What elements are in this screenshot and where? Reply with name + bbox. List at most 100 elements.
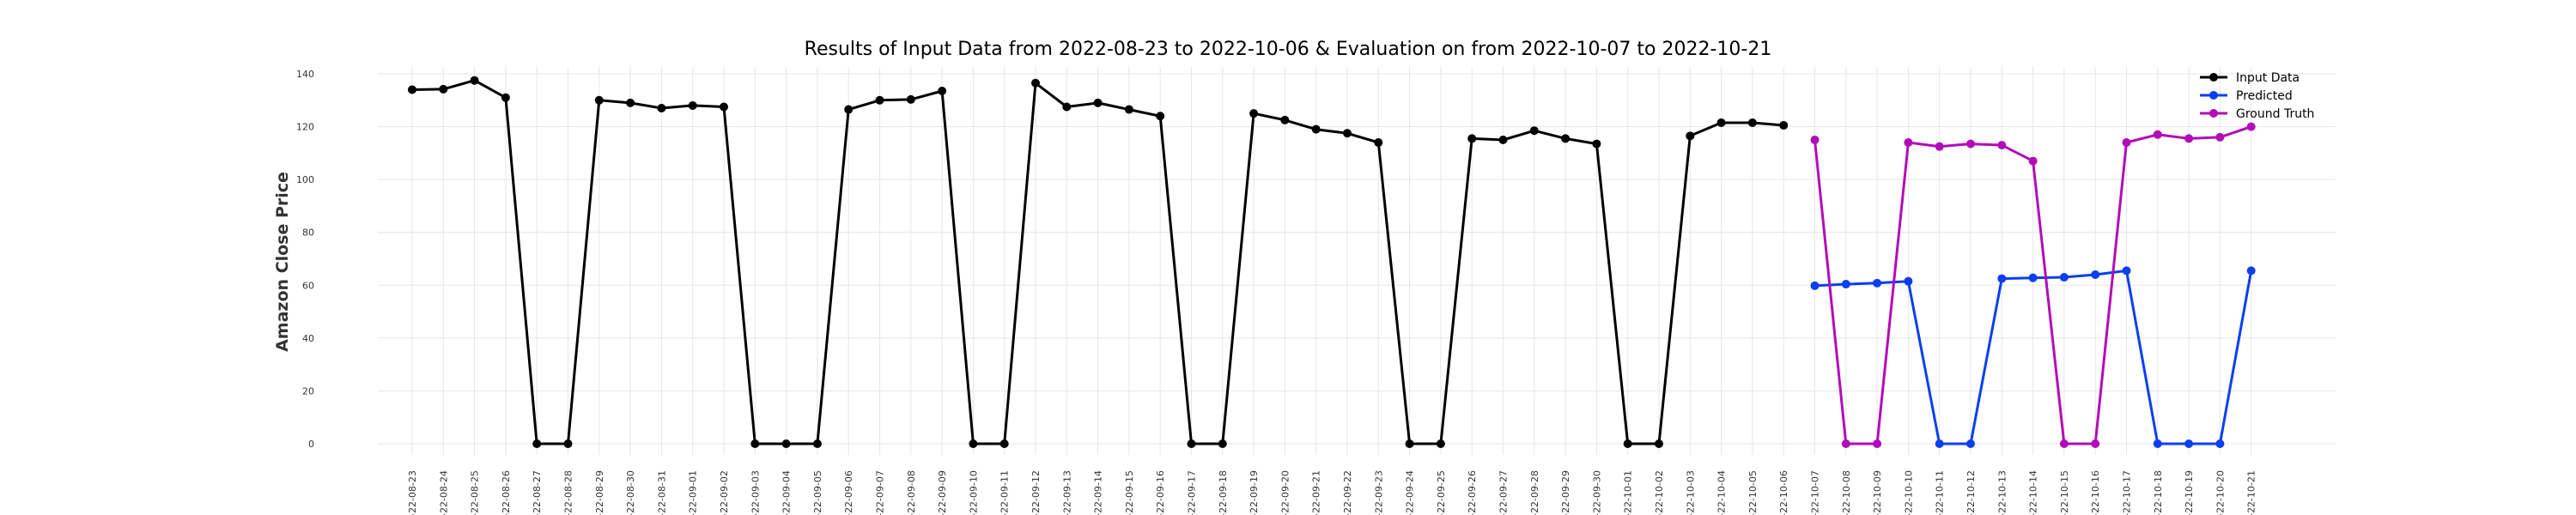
data-point xyxy=(1436,439,1445,448)
x-tick-label: -22-09-06 xyxy=(843,470,854,515)
series-1 xyxy=(1810,266,2256,448)
x-tick-label: -22-10-18 xyxy=(2153,470,2164,515)
data-point xyxy=(1935,142,1944,151)
x-tick-label: -22-09-01 xyxy=(688,470,699,515)
y-tick-label: 120 xyxy=(296,122,314,133)
x-tick-label: -22-10-20 xyxy=(2215,470,2226,515)
x-tick-label: -22-10-12 xyxy=(1965,470,1977,515)
grid-lines xyxy=(378,67,2336,455)
data-point xyxy=(1561,134,1571,143)
legend-swatch-marker xyxy=(2209,73,2218,82)
data-point xyxy=(1841,280,1850,289)
x-tick-label: -22-09-28 xyxy=(1529,470,1540,515)
data-point xyxy=(1156,112,1165,121)
data-point xyxy=(501,93,510,102)
series-2 xyxy=(1810,122,2256,448)
data-point xyxy=(1311,124,1321,134)
data-point xyxy=(1935,439,1944,448)
x-tick-label: -22-09-13 xyxy=(1061,470,1072,515)
data-point xyxy=(1249,109,1259,118)
data-point xyxy=(594,95,604,105)
x-tick-label: -22-09-20 xyxy=(1279,470,1291,515)
data-point xyxy=(720,102,728,112)
x-tick-label: -22-09-27 xyxy=(1498,470,1510,515)
data-point xyxy=(439,84,448,94)
data-point xyxy=(1218,439,1227,448)
data-point xyxy=(1747,118,1757,127)
data-point xyxy=(750,439,760,448)
data-point xyxy=(2153,130,2162,139)
data-point xyxy=(470,76,479,85)
data-point xyxy=(1966,139,1975,148)
data-point xyxy=(2184,439,2194,448)
data-point xyxy=(999,439,1009,448)
data-point xyxy=(657,104,666,113)
x-tick-label: -22-08-31 xyxy=(656,470,667,515)
y-axis-label: Amazon Close Price xyxy=(273,172,292,352)
data-point xyxy=(2246,266,2256,276)
data-point xyxy=(1779,121,1789,130)
data-point xyxy=(1904,138,1913,148)
x-tick-label: -22-09-15 xyxy=(1124,470,1135,515)
data-point xyxy=(1997,274,2007,283)
data-point xyxy=(969,439,978,448)
data-point xyxy=(1623,439,1632,448)
x-tick-label: -22-09-11 xyxy=(999,470,1011,515)
y-tick-label: 60 xyxy=(302,280,314,291)
data-point xyxy=(2215,439,2225,448)
data-point xyxy=(1841,439,1850,448)
x-tick-label: -22-09-26 xyxy=(1467,470,1478,515)
y-tick-label: 140 xyxy=(296,69,314,80)
x-tick-label: -22-09-30 xyxy=(1591,470,1602,515)
data-point xyxy=(1343,129,1352,138)
data-point xyxy=(2091,439,2100,448)
x-tick-label: -22-09-21 xyxy=(1311,470,1322,515)
data-point xyxy=(563,439,573,448)
data-point xyxy=(408,85,416,94)
chart-title: Results of Input Data from 2022-08-23 to… xyxy=(805,39,1772,60)
y-tick-label: 40 xyxy=(302,333,314,344)
x-tick-label: -22-08-28 xyxy=(563,470,574,515)
data-point xyxy=(2184,134,2194,143)
data-point xyxy=(1873,278,1882,288)
data-point xyxy=(2091,270,2100,279)
data-point xyxy=(1592,139,1601,148)
x-tick-label: -22-08-25 xyxy=(470,470,481,515)
x-tick-label: -22-09-16 xyxy=(1155,470,1166,515)
x-tick-label: -22-09-25 xyxy=(1436,470,1447,515)
x-tick-label: -22-10-15 xyxy=(2059,470,2070,515)
x-tick-label: -22-09-24 xyxy=(1405,470,1416,515)
x-tick-label: -22-10-14 xyxy=(2028,470,2039,515)
data-point xyxy=(1062,102,1072,112)
data-point xyxy=(2028,156,2038,166)
data-point xyxy=(1093,98,1103,107)
data-point xyxy=(1374,138,1383,148)
data-point xyxy=(1810,135,1820,144)
data-point xyxy=(1655,439,1663,448)
series-0 xyxy=(408,76,1789,448)
x-tick-label: -22-10-06 xyxy=(1778,470,1789,515)
data-point xyxy=(1873,439,1882,448)
data-point xyxy=(2059,273,2069,282)
data-point xyxy=(1904,276,1913,286)
y-tick-label: 0 xyxy=(308,439,314,450)
series-lines xyxy=(408,76,2256,448)
data-point xyxy=(781,439,791,448)
x-tick-label: -22-10-01 xyxy=(1623,470,1634,515)
data-point xyxy=(1187,439,1196,448)
x-tick-label: -22-10-16 xyxy=(2090,470,2101,515)
legend-label: Ground Truth xyxy=(2236,107,2314,121)
x-tick-label: -22-08-23 xyxy=(407,470,418,515)
data-point xyxy=(1810,281,1820,290)
data-point xyxy=(1467,134,1477,143)
axis-ticks: -22-08-23 -22-08-24 -22-08-25 -22-08-26 -22-… xyxy=(296,69,2257,515)
data-point xyxy=(1716,118,1726,127)
x-tick-label: -22-08-27 xyxy=(532,470,543,515)
data-point xyxy=(1529,126,1539,136)
x-tick-label: -22-09-18 xyxy=(1218,470,1229,515)
x-tick-label: -22-08-24 xyxy=(438,470,449,515)
data-point xyxy=(2246,122,2256,131)
data-point xyxy=(1280,115,1290,124)
data-point xyxy=(875,95,884,105)
x-tick-label: -22-10-11 xyxy=(1935,470,1946,515)
